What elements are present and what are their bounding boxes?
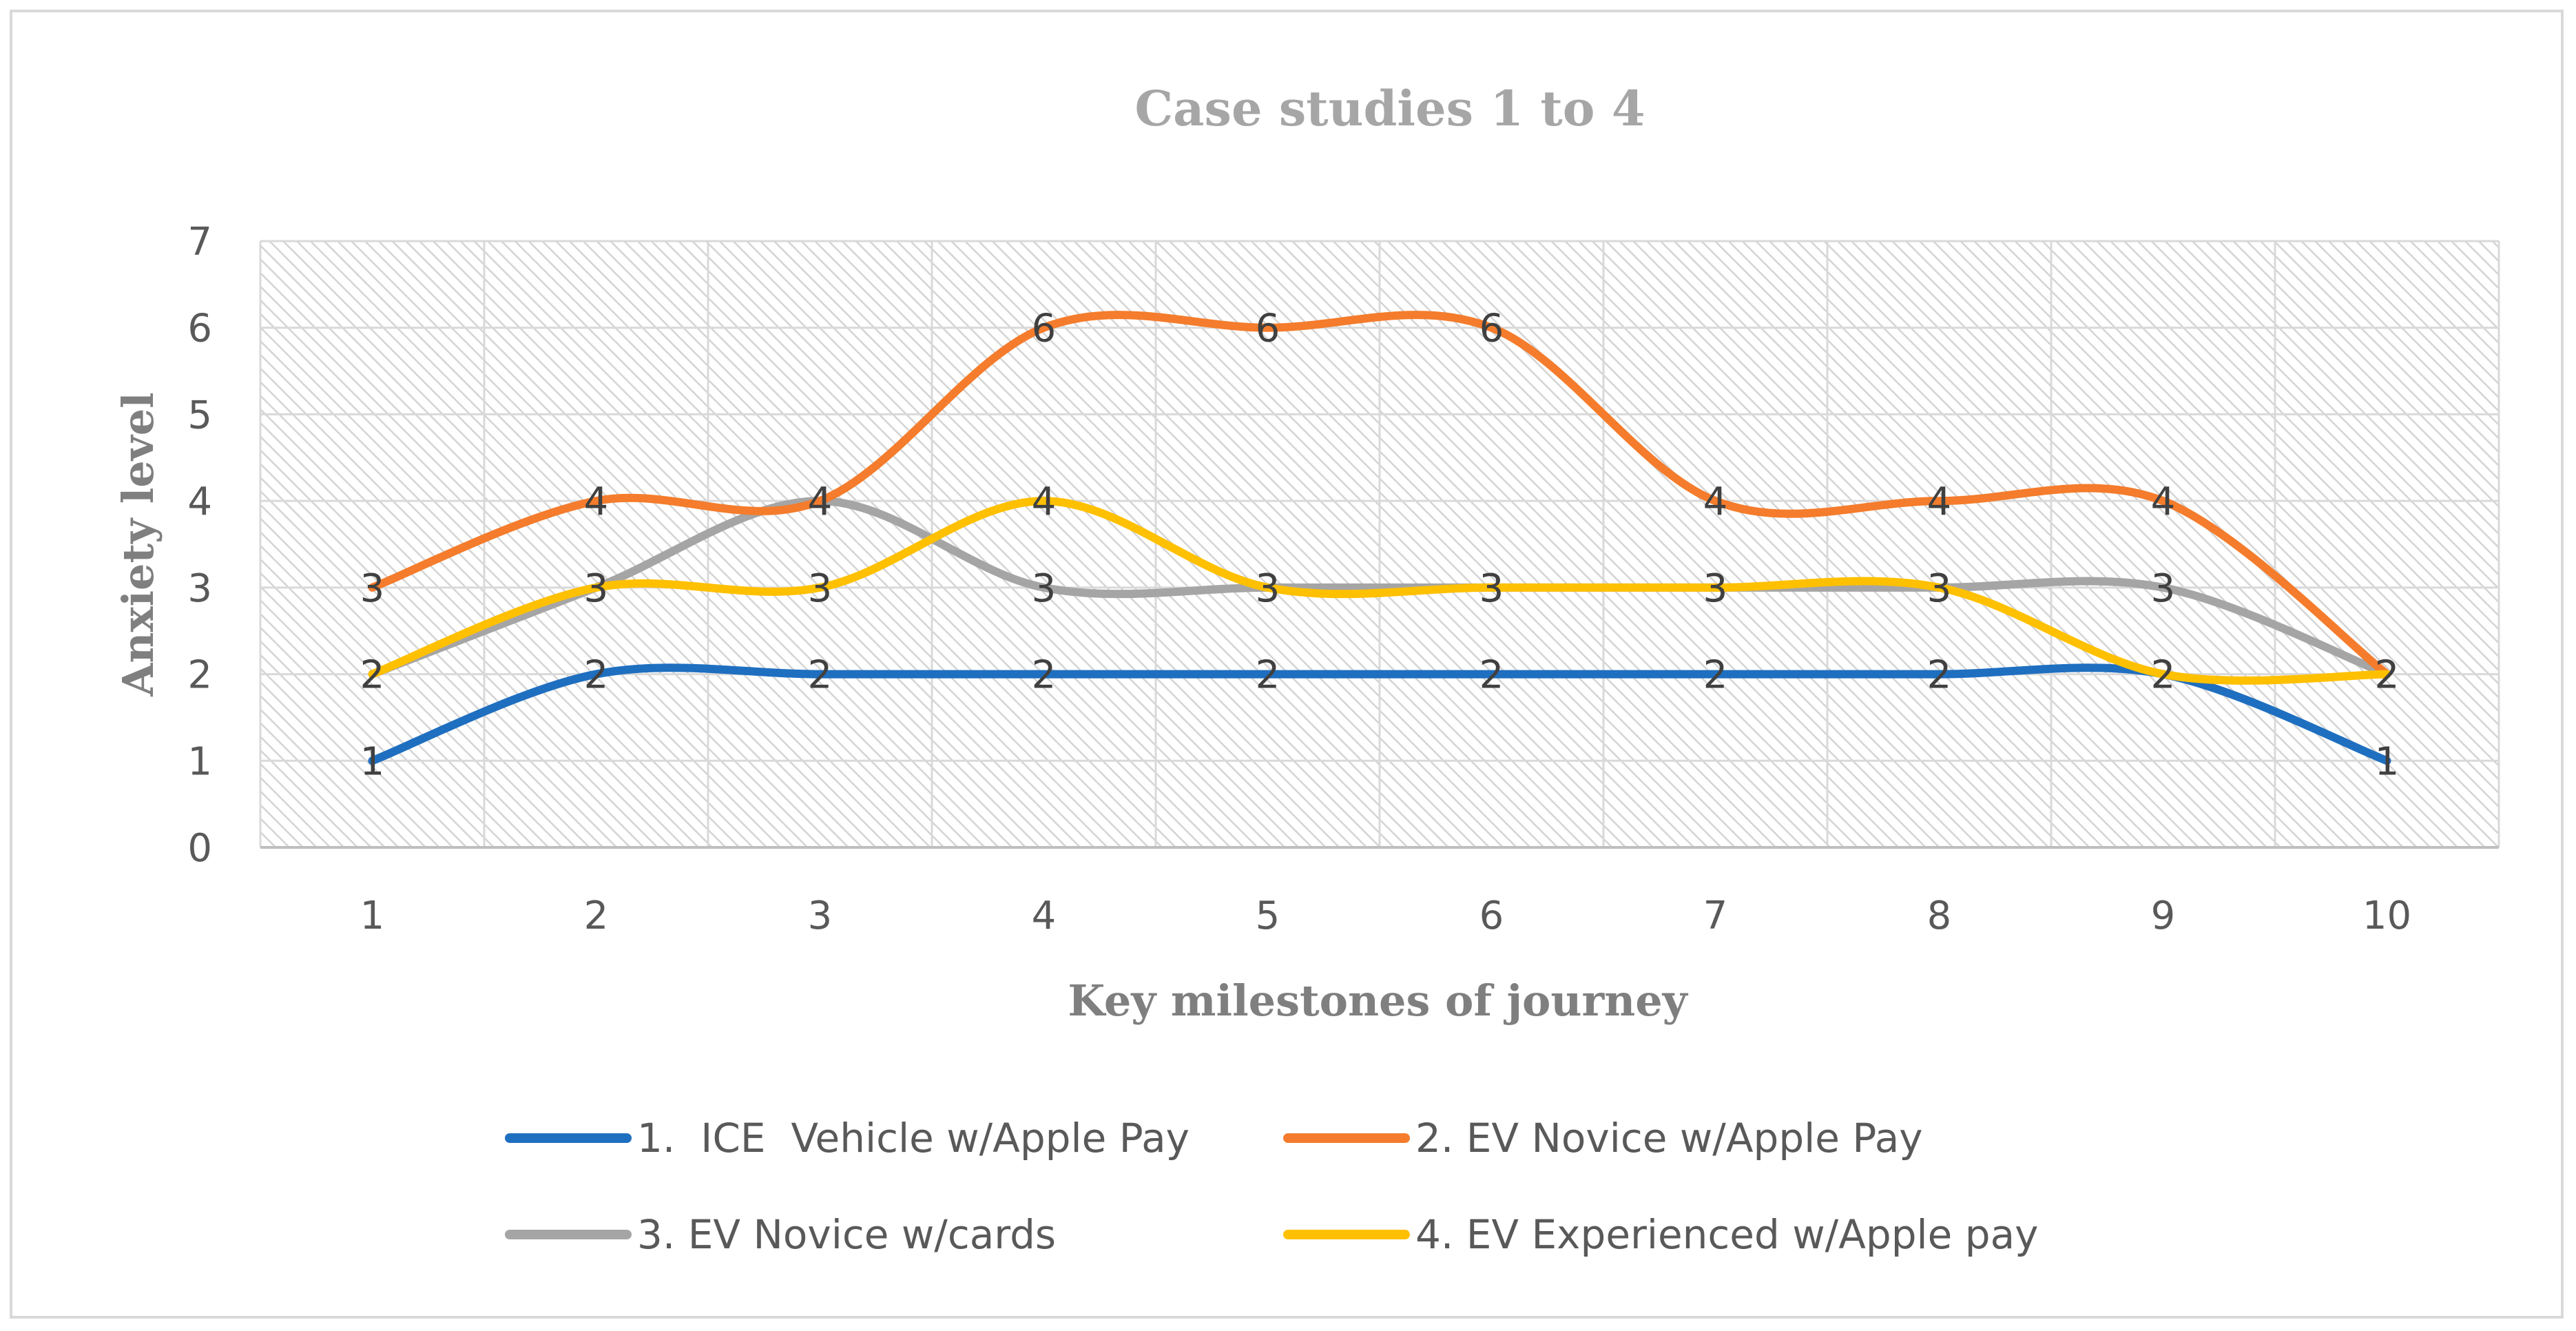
- data-label-s2: 2: [2375, 653, 2400, 698]
- data-label-s3: 3: [1256, 566, 1280, 611]
- data-label-s3: 3: [1927, 566, 1952, 611]
- x-tick-label: 8: [1927, 894, 1952, 938]
- legend: 1. ICE Vehicle w/Apple Pay 2. EV Novice w…: [505, 1115, 2038, 1258]
- x-tick-label: 9: [2151, 894, 2176, 938]
- data-label-s3: 4: [808, 479, 833, 524]
- x-tick-label: 3: [808, 894, 833, 938]
- data-label-s4: 3: [1479, 566, 1504, 611]
- y-tick-label: 6: [187, 307, 212, 351]
- data-label-s2: 6: [1479, 307, 1504, 351]
- y-tick-label: 2: [187, 653, 212, 698]
- axes: 0 1 2 3 4 5 6 7 1 2 3 4 5 6 7 8 9 10: [187, 220, 2499, 938]
- data-label-s2: 4: [1927, 479, 1952, 524]
- legend-label-1: 1. ICE Vehicle w/Apple Pay: [637, 1115, 1190, 1162]
- grid-lines: [259, 240, 2500, 849]
- data-label-s4: 3: [808, 566, 833, 611]
- data-label-s4: 3: [1703, 566, 1728, 611]
- data-label-s4: 2: [2375, 653, 2400, 698]
- y-tick-label: 4: [187, 479, 212, 524]
- y-tick-label: 0: [187, 826, 212, 871]
- x-tick-label: 10: [2362, 894, 2411, 938]
- data-label-s2: 4: [584, 479, 609, 524]
- series-line-2: [368, 311, 2391, 679]
- legend-label-2: 2. EV Novice w/Apple Pay: [1415, 1115, 1923, 1162]
- data-label-s2: 4: [2151, 479, 2176, 524]
- legend-label-4: 4. EV Experienced w/Apple pay: [1415, 1211, 2038, 1258]
- data-label-s1: 1: [360, 739, 385, 784]
- data-label-s1: 2: [1703, 653, 1728, 698]
- data-label-s4: 3: [584, 566, 609, 611]
- data-label-s4: 2: [2151, 653, 2176, 698]
- data-label-s1: 1: [2375, 739, 2400, 784]
- x-axis-title: Key milestones of journey: [1068, 976, 1688, 1026]
- x-tick-label: 4: [1032, 894, 1057, 938]
- data-label-s2: 4: [808, 479, 833, 524]
- x-tick-label: 2: [584, 894, 609, 938]
- x-tick-label: 1: [360, 894, 385, 938]
- x-tick-label: 5: [1256, 894, 1280, 938]
- data-label-s3: 3: [584, 566, 609, 611]
- data-label-s1: 2: [2151, 653, 2176, 698]
- data-label-s4: 2: [360, 653, 385, 698]
- data-label-s2: 6: [1256, 307, 1280, 351]
- data-label-s3: 3: [2151, 566, 2176, 611]
- data-label-s4: 3: [1256, 566, 1280, 611]
- data-label-s1: 2: [1479, 653, 1504, 698]
- y-tick-label: 3: [187, 566, 212, 611]
- series-line-4: [368, 497, 2391, 685]
- data-label-s1: 2: [1032, 653, 1057, 698]
- data-label-s4: 3: [1927, 566, 1952, 611]
- data-label-s1: 2: [584, 653, 609, 698]
- series-lines: [368, 311, 2391, 765]
- data-label-s4: 4: [1032, 479, 1057, 524]
- data-label-s3: 3: [1032, 566, 1057, 611]
- data-label-s1: 2: [1256, 653, 1280, 698]
- chart-title: Case studies 1 to 4: [1134, 80, 1645, 137]
- legend-label-3: 3. EV Novice w/cards: [637, 1211, 1056, 1258]
- data-label-s2: 6: [1032, 307, 1057, 351]
- y-axis-title: Anxiety level: [113, 392, 163, 697]
- y-tick-label: 7: [187, 220, 212, 265]
- y-tick-label: 1: [187, 739, 212, 784]
- series-line-1: [368, 663, 2391, 765]
- data-label-s1: 2: [808, 653, 833, 698]
- data-label-s3: 3: [1703, 566, 1728, 611]
- x-tick-label: 7: [1703, 894, 1728, 938]
- y-tick-label: 5: [187, 393, 212, 437]
- data-label-s1: 2: [1927, 653, 1952, 698]
- data-label-s3: 2: [360, 653, 385, 698]
- data-label-s3: 2: [2375, 653, 2400, 698]
- data-label-s2: 4: [1703, 479, 1728, 524]
- x-tick-label: 6: [1479, 894, 1504, 938]
- data-label-s2: 3: [360, 566, 385, 611]
- data-label-s3: 3: [1479, 566, 1504, 611]
- series-line-3: [368, 497, 2391, 679]
